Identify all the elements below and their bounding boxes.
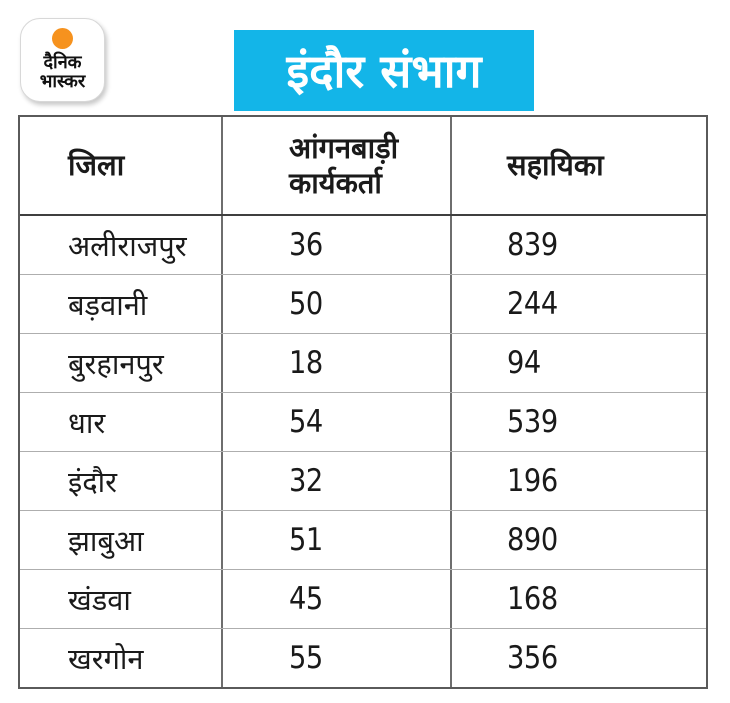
helpers-cell: 539: [507, 404, 558, 440]
division-title: इंदौर संभाग: [286, 43, 482, 98]
table-row: इंदौर 32 196: [20, 451, 706, 510]
district-cell: इंदौर: [68, 464, 118, 499]
workers-cell: 54: [289, 404, 323, 440]
workers-cell: 51: [289, 522, 323, 558]
helpers-cell: 839: [507, 227, 558, 263]
district-cell: बुरहानपुर: [68, 346, 164, 381]
workers-cell: 50: [289, 286, 323, 322]
helpers-cell: 244: [507, 286, 558, 322]
logo-text-line1: दैनिक: [43, 52, 82, 73]
table-row: बड़वानी 50 244: [20, 274, 706, 333]
district-cell: खंडवा: [68, 582, 131, 617]
helpers-cell: 94: [507, 345, 541, 381]
table-row: बुरहानपुर 18 94: [20, 333, 706, 392]
helpers-cell: 890: [507, 522, 558, 558]
district-cell: झाबुआ: [68, 523, 144, 558]
district-cell: अलीराजपुर: [68, 228, 187, 263]
district-cell: धार: [68, 405, 106, 440]
table-row: खरगोन 55 356: [20, 628, 706, 687]
workers-cell: 32: [289, 463, 323, 499]
helpers-cell: 168: [507, 581, 558, 617]
workers-cell: 45: [289, 581, 323, 617]
brand-logo: दैनिक भास्कर: [20, 18, 105, 102]
helpers-cell: 196: [507, 463, 558, 499]
data-table: जिला आंगनबाड़ी कार्यकर्ता सहायिका अलीराज…: [18, 115, 708, 689]
district-cell: खरगोन: [68, 641, 144, 676]
table-row: अलीराजपुर 36 839: [20, 216, 706, 274]
district-cell: बड़वानी: [68, 287, 148, 322]
table-row: धार 54 539: [20, 392, 706, 451]
helpers-cell: 356: [507, 640, 558, 676]
col-header-district: जिला: [68, 148, 125, 183]
col-header-helpers: सहायिका: [450, 117, 706, 214]
division-title-banner: इंदौर संभाग: [234, 30, 534, 111]
workers-cell: 18: [289, 345, 323, 381]
workers-cell: 36: [289, 227, 323, 263]
logo-text-line2: भास्कर: [39, 71, 86, 92]
col-header-workers: आंगनबाड़ी कार्यकर्ता: [221, 117, 450, 214]
table-row: खंडवा 45 168: [20, 569, 706, 628]
table-header-row: जिला आंगनबाड़ी कार्यकर्ता सहायिका: [20, 117, 706, 216]
table-row: झाबुआ 51 890: [20, 510, 706, 569]
sun-icon: [52, 28, 73, 49]
workers-cell: 55: [289, 640, 323, 676]
